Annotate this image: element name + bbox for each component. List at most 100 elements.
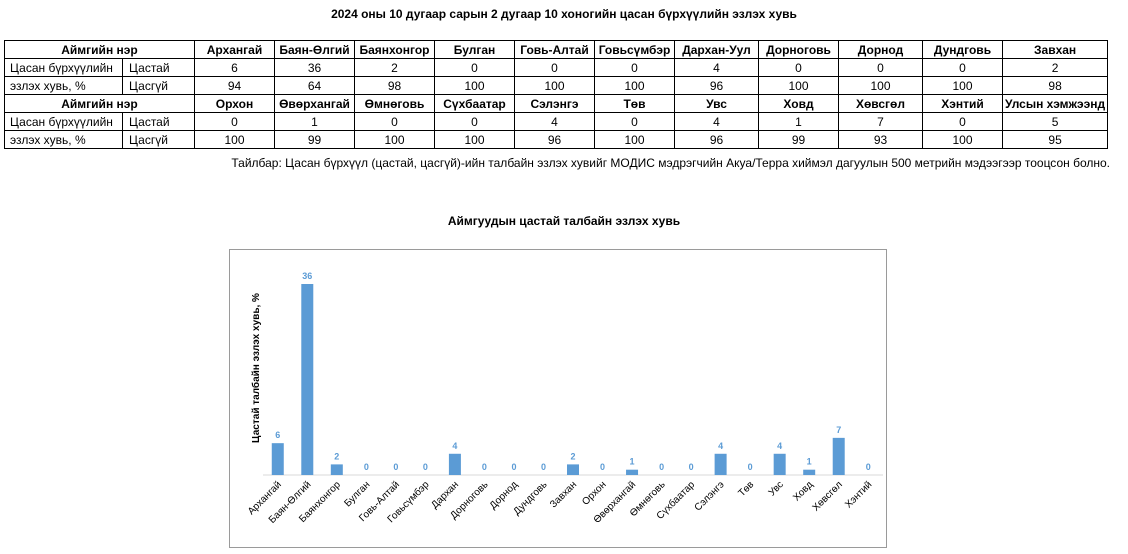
aimag-name-cell: Архангай: [194, 40, 275, 59]
nosnow-value-cell: 100: [434, 130, 515, 149]
nosnow-value-cell: 100: [514, 76, 595, 95]
aimag-name-cell: Хөвсгөл: [838, 94, 923, 113]
data-label: 36: [302, 271, 312, 281]
type-label-snow: Цастай: [122, 58, 195, 77]
bar: [330, 464, 343, 475]
data-label: 0: [364, 462, 369, 472]
row-label: Цасан бүрхүүлийн: [4, 112, 123, 131]
bar: [301, 284, 314, 475]
snow-value-cell: 2: [354, 58, 435, 77]
nosnow-value-cell: 99: [274, 130, 355, 149]
nosnow-value-cell: 100: [838, 76, 923, 95]
y-axis-label: Цастай талбайн эзлэх хувь, %: [250, 293, 262, 443]
bar-chart: Цастай талбайн эзлэх хувь, % 6Архангай36Б…: [246, 271, 883, 526]
table-note: Тайлбар: Цасан бүрхүүл (цастай, цасгүй)-…: [231, 156, 1110, 170]
nosnow-value-cell: 96: [674, 130, 759, 149]
aimag-name-cell: Улсын хэмжээнд: [1001, 94, 1109, 113]
table-header-row: Аймгийн нэр Орхон Өвөрхангай Өмнөговь Сүхбаа…: [4, 94, 1109, 113]
row-label: эзлэх хувь, %: [4, 76, 123, 95]
snow-value-cell: 0: [594, 58, 675, 77]
chart-title: Аймгуудын цастай талбайн эзлэх хувь: [447, 214, 681, 228]
aimag-name-cell: Дархан-Уул: [674, 40, 759, 59]
snow-value-cell: 0: [194, 112, 275, 131]
data-label: 1: [807, 457, 812, 467]
table-row-snow: Цасан бүрхүүлийн Цастай 6 36 2 0 0 0 4 0 0 0 2: [4, 58, 1109, 77]
header-label: Аймгийн нэр: [4, 94, 195, 113]
data-label: 2: [570, 451, 575, 461]
bar: [567, 464, 579, 475]
x-tick-label: Увс: [767, 479, 786, 498]
bar: [626, 469, 639, 475]
aimag-name-cell: Говь-Алтай: [514, 40, 595, 59]
row-label: Цасан бүрхүүлийн: [4, 58, 123, 77]
bar: [803, 469, 816, 475]
nosnow-value-cell: 93: [838, 130, 923, 149]
aimag-name-cell: Дорноговь: [758, 40, 839, 59]
nosnow-value-cell: 99: [758, 130, 839, 149]
data-label: 0: [393, 462, 398, 472]
bar: [271, 443, 284, 475]
x-tick-label: Ховд: [791, 479, 815, 503]
nosnow-value-cell: 100: [354, 130, 435, 149]
data-label: 0: [600, 462, 605, 472]
table-row-nosnow: эзлэх хувь, % Цасгүй 94 64 98 100 100 100 96 100 1…: [4, 76, 1109, 95]
x-tick-label: Орхон: [580, 479, 608, 507]
bar: [773, 453, 786, 475]
page-title: 2024 оны 10 дугаар сарын 2 дугаар 10 хон…: [331, 7, 797, 21]
data-label: 0: [541, 462, 546, 472]
bar: [832, 437, 845, 475]
data-label: 0: [659, 462, 664, 472]
type-label-nosnow: Цасгүй: [122, 76, 195, 95]
snow-value-cell: 0: [838, 58, 923, 77]
data-label: 0: [482, 462, 487, 472]
nosnow-value-cell: 98: [1001, 76, 1109, 95]
snow-value-cell: 0: [922, 112, 1003, 131]
data-label: 6: [275, 430, 280, 440]
nosnow-value-cell: 96: [514, 130, 595, 149]
aimag-name-cell: Говьсүмбэр: [594, 40, 675, 59]
snow-value-cell: 0: [594, 112, 675, 131]
bar: [714, 453, 727, 475]
table-row-snow: Цасан бүрхүүлийн Цастай 0 1 0 0 4 0 4 1 7 0 5: [4, 112, 1109, 131]
snow-value-cell: 7: [838, 112, 923, 131]
snow-value-cell: 4: [674, 58, 759, 77]
snow-value-cell: 0: [922, 58, 1003, 77]
aimag-name-cell: Орхон: [194, 94, 275, 113]
aimag-name-cell: Өвөрхангай: [274, 94, 355, 113]
snow-value-cell: 0: [434, 58, 515, 77]
snow-value-cell: 0: [434, 112, 515, 131]
nosnow-value-cell: 100: [594, 130, 675, 149]
data-label: 0: [511, 462, 516, 472]
data-label: 0: [689, 462, 694, 472]
snow-value-cell: 4: [674, 112, 759, 131]
chart-area: Цастай талбайн эзлэх хувь, % 6 Архангай 36 Б…: [229, 249, 887, 548]
data-label: 1: [630, 457, 635, 467]
nosnow-value-cell: 100: [758, 76, 839, 95]
aimag-name-cell: Баян-Өлгий: [274, 40, 355, 59]
data-label: 0: [866, 462, 871, 472]
aimag-name-cell: Ховд: [758, 94, 839, 113]
data-label: 4: [777, 441, 782, 451]
data-label: 0: [423, 462, 428, 472]
aimag-name-cell: Завхан: [1001, 40, 1109, 59]
snow-value-cell: 2: [1001, 58, 1109, 77]
x-tick-label: Хэнтий: [843, 479, 874, 510]
snow-value-cell: 1: [758, 112, 839, 131]
type-label-nosnow: Цасгүй: [122, 130, 195, 149]
aimag-name-cell: Увс: [674, 94, 759, 113]
aimag-name-cell: Төв: [594, 94, 675, 113]
row-label: эзлэх хувь, %: [4, 130, 123, 149]
data-label: 4: [452, 441, 457, 451]
nosnow-value-cell: 100: [922, 130, 1003, 149]
snow-value-cell: 0: [514, 58, 595, 77]
nosnow-value-cell: 95: [1001, 130, 1109, 149]
aimag-name-cell: Булган: [434, 40, 515, 59]
nosnow-value-cell: 94: [194, 76, 275, 95]
aimag-name-cell: Дундговь: [922, 40, 1003, 59]
snow-value-cell: 5: [1001, 112, 1109, 131]
x-tick-label: Хөвсгөл: [811, 479, 845, 513]
nosnow-value-cell: 96: [674, 76, 759, 95]
aimag-name-cell: Баянхонгор: [354, 40, 435, 59]
header-label: Аймгийн нэр: [4, 40, 195, 59]
x-tick-label: Төв: [736, 479, 756, 499]
